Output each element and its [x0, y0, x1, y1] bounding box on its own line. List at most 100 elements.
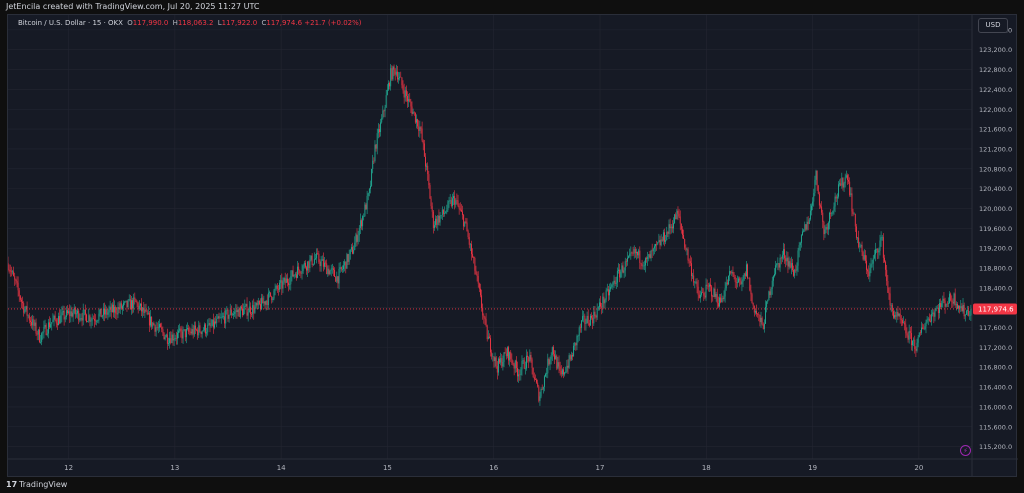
candle-body	[745, 264, 747, 277]
candle-body	[653, 246, 655, 249]
candle-body	[776, 263, 778, 266]
candle-body	[282, 281, 284, 289]
candle-body	[316, 253, 318, 259]
candle-body	[309, 259, 311, 269]
candle-body	[93, 318, 95, 321]
candle-body	[694, 282, 696, 283]
time-axis[interactable]: 12 13 14 15 16 17 18 19 20	[64, 464, 923, 472]
candle-body	[210, 325, 212, 327]
candle-body	[227, 310, 229, 319]
candle-body	[675, 214, 677, 220]
candle-body	[17, 282, 19, 291]
candle-body	[788, 261, 790, 267]
candle-body	[820, 205, 821, 207]
candle-body	[582, 316, 584, 321]
chart-panel[interactable]: 115,200.0 115,600.0 116,000.0 116,400.0 116,…	[7, 14, 1018, 478]
candle-body	[122, 306, 123, 309]
lightning-icon[interactable]: ⚡	[960, 445, 971, 456]
candle-body	[133, 297, 135, 309]
candle-body	[261, 297, 263, 310]
candle-body	[726, 282, 728, 285]
candle-body	[720, 297, 722, 303]
candle-body	[159, 324, 160, 328]
candle-body	[146, 310, 148, 315]
candle-body	[579, 327, 581, 328]
candle-body	[26, 306, 28, 316]
candle-body	[873, 254, 875, 259]
candle-body	[783, 249, 784, 255]
candle-body	[735, 281, 737, 283]
candle-body	[171, 334, 173, 343]
candle-body	[705, 284, 707, 298]
candle-body	[175, 337, 177, 339]
candle-body	[503, 352, 505, 362]
candles	[8, 64, 973, 406]
candle-body	[882, 237, 884, 258]
candle-body	[344, 261, 346, 266]
candle-body	[89, 315, 91, 322]
candle-body	[927, 318, 929, 320]
tradingview-logo-icon[interactable]: 17	[6, 480, 18, 489]
candle-body	[629, 253, 631, 257]
candle-body	[400, 76, 402, 78]
symbol-name[interactable]: Bitcoin / U.S. Dollar · 15 · OKX	[18, 19, 123, 27]
candle-body	[867, 269, 869, 272]
candle-body	[768, 291, 770, 301]
candle-body	[530, 354, 532, 360]
candle-body	[677, 210, 679, 214]
candle-body	[224, 316, 226, 324]
candle-body	[359, 220, 361, 228]
candle-body	[513, 364, 515, 369]
candle-body	[423, 143, 425, 157]
candle-body	[58, 316, 59, 326]
candle-body	[548, 358, 550, 365]
candle-body	[916, 342, 918, 351]
candle-body	[428, 174, 430, 186]
candle-body	[732, 271, 734, 275]
price-chart[interactable]: 115,200.0 115,600.0 116,000.0 116,400.0 116,…	[8, 15, 1018, 478]
candle-body	[373, 160, 375, 162]
candle-body	[510, 352, 512, 359]
candle-body	[812, 201, 814, 206]
candle-body	[687, 249, 689, 261]
candle-body	[338, 268, 340, 284]
candle-body	[324, 262, 325, 267]
candle-body	[784, 249, 786, 259]
candle-body	[805, 224, 807, 230]
candle-body	[835, 196, 837, 199]
symbol-legend[interactable]: Bitcoin / U.S. Dollar · 15 · OKX O117,99…	[18, 19, 362, 27]
candle-body	[453, 196, 454, 199]
candle-body	[84, 309, 86, 315]
candle-body	[701, 292, 702, 295]
candle-body	[405, 90, 407, 96]
candle-body	[559, 366, 561, 371]
candle-body	[290, 276, 292, 285]
candle-body	[592, 317, 594, 324]
price-axis[interactable]: 115,200.0 115,600.0 116,000.0 116,400.0 116,…	[8, 15, 1018, 478]
last-price-value: 117,974.6	[978, 305, 1014, 313]
candle-body	[464, 221, 466, 227]
candle-body	[247, 312, 249, 316]
candle-body	[591, 315, 593, 318]
candle-body	[349, 249, 351, 254]
candle-body	[932, 312, 934, 315]
candle-body	[935, 308, 937, 311]
tradingview-brand[interactable]: TradingView	[19, 480, 68, 489]
candle-body	[546, 373, 548, 375]
candle-body	[898, 313, 900, 316]
currency-button[interactable]: USD	[978, 18, 1008, 33]
candle-body	[889, 293, 891, 306]
price-tick-label: 116,400.0	[979, 384, 1012, 392]
candle-body	[744, 273, 746, 277]
candle-body	[197, 329, 199, 336]
candle-body	[353, 250, 355, 254]
candle-body	[747, 264, 749, 279]
candle-body	[753, 305, 755, 313]
candle-body	[547, 358, 549, 374]
candle-body	[912, 340, 913, 346]
candle-body	[395, 71, 397, 75]
candle-body	[697, 286, 699, 295]
candle-body	[71, 311, 73, 317]
candle-body	[291, 270, 293, 277]
candle-body	[802, 231, 803, 236]
